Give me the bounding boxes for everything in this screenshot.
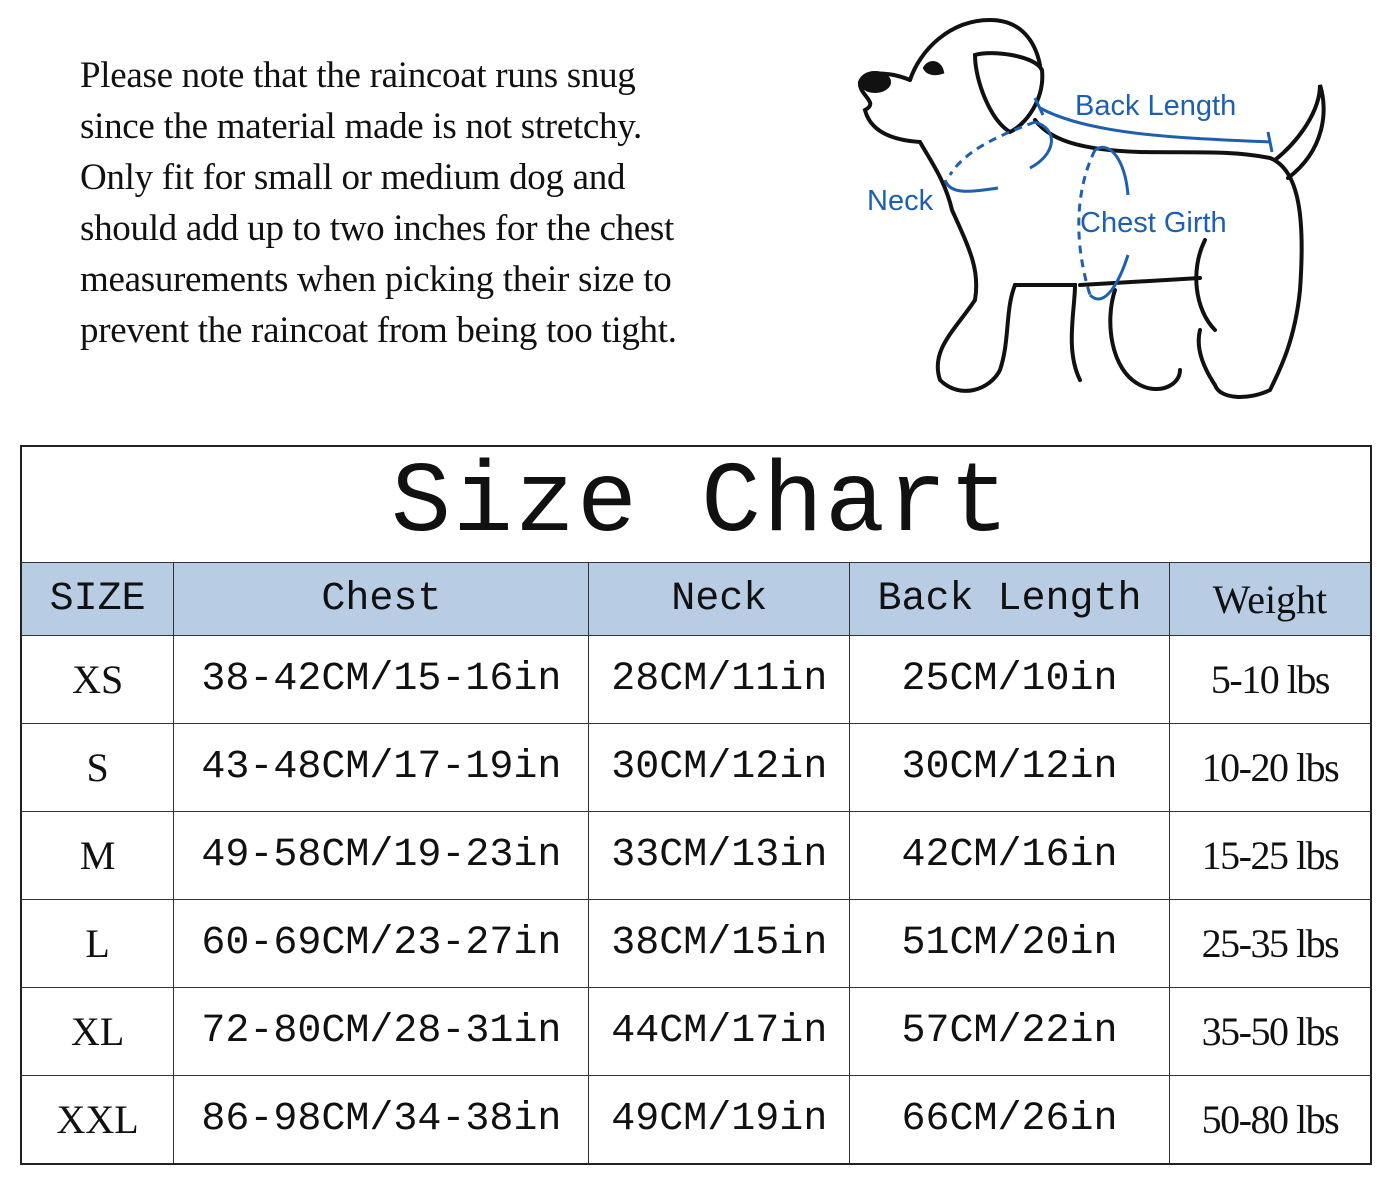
cell-size: S <box>20 723 175 812</box>
cell-chest: 49-58CM/19-23in <box>173 811 590 900</box>
cell-back-length: 57CM/22in <box>849 987 1170 1076</box>
table-row: L 60-69CM/23-27in 38CM/15in 51CM/20in 25-35 … <box>20 899 1372 988</box>
note-line: should add up to two inches for the ches… <box>80 208 674 249</box>
column-header-neck: Neck <box>588 562 851 636</box>
cell-neck: 38CM/15in <box>588 899 851 988</box>
dog-measurement-diagram: Back Length Neck Chest Girth <box>857 17 1326 399</box>
cell-back-length: 25CM/10in <box>849 635 1170 724</box>
table-title: Size Chart <box>20 445 1372 563</box>
fit-note: Please note that the raincoat runs snug … <box>80 50 840 356</box>
note-line: prevent the raincoat from being too tigh… <box>80 310 677 351</box>
column-header-chest: Chest <box>173 562 590 636</box>
cell-chest: 38-42CM/15-16in <box>173 635 590 724</box>
cell-weight: 25-35 lbs <box>1168 899 1372 988</box>
size-chart-table: Size Chart SIZE Chest Neck Back Length W… <box>20 445 1372 1165</box>
table-row: M 49-58CM/19-23in 33CM/13in 42CM/16in 15-25 … <box>20 811 1372 900</box>
cell-back-length: 30CM/12in <box>849 723 1170 812</box>
cell-size: XS <box>20 635 175 724</box>
cell-weight: 35-50 lbs <box>1168 987 1372 1076</box>
cell-chest: 72-80CM/28-31in <box>173 987 590 1076</box>
note-line: since the material made is not stretchy. <box>80 106 642 147</box>
cell-chest: 43-48CM/17-19in <box>173 723 590 812</box>
table-row: XS 38-42CM/15-16in 28CM/11in 25CM/10in 5-10 … <box>20 635 1372 724</box>
note-line: measurements when picking their size to <box>80 259 672 300</box>
cell-neck: 33CM/13in <box>588 811 851 900</box>
cell-chest: 86-98CM/34-38in <box>173 1075 590 1165</box>
cell-weight: 15-25 lbs <box>1168 811 1372 900</box>
header-row: SIZE Chest Neck Back Length Weight <box>20 562 1372 636</box>
note-line: Please note that the raincoat runs snug <box>80 55 636 96</box>
cell-neck: 44CM/17in <box>588 987 851 1076</box>
cell-size: M <box>20 811 175 900</box>
cell-back-length: 51CM/20in <box>849 899 1170 988</box>
cell-size: XXL <box>20 1075 175 1165</box>
column-header-back-length: Back Length <box>849 562 1170 636</box>
cell-neck: 30CM/12in <box>588 723 851 812</box>
cell-back-length: 66CM/26in <box>849 1075 1170 1165</box>
cell-weight: 50-80 lbs <box>1168 1075 1372 1165</box>
dog-outline-icon <box>857 17 1326 399</box>
cell-size: XL <box>20 987 175 1076</box>
chest-girth-label: Chest Girth <box>1080 207 1227 239</box>
column-header-weight: Weight <box>1168 562 1372 636</box>
note-line: Only fit for small or medium dog and <box>80 157 626 198</box>
back-length-label: Back Length <box>1075 90 1236 122</box>
column-header-size: SIZE <box>20 562 175 636</box>
cell-size: L <box>20 899 175 988</box>
cell-back-length: 42CM/16in <box>849 811 1170 900</box>
cell-weight: 10-20 lbs <box>1168 723 1372 812</box>
cell-neck: 28CM/11in <box>588 635 851 724</box>
table-row: XXL 86-98CM/34-38in 49CM/19in 66CM/26in 50-8… <box>20 1075 1372 1165</box>
table-row: XL 72-80CM/28-31in 44CM/17in 57CM/22in 35-50… <box>20 987 1372 1076</box>
cell-chest: 60-69CM/23-27in <box>173 899 590 988</box>
cell-weight: 5-10 lbs <box>1168 635 1372 724</box>
cell-neck: 49CM/19in <box>588 1075 851 1165</box>
neck-label: Neck <box>867 185 934 217</box>
table-row: S 43-48CM/17-19in 30CM/12in 30CM/12in 10-20 … <box>20 723 1372 812</box>
